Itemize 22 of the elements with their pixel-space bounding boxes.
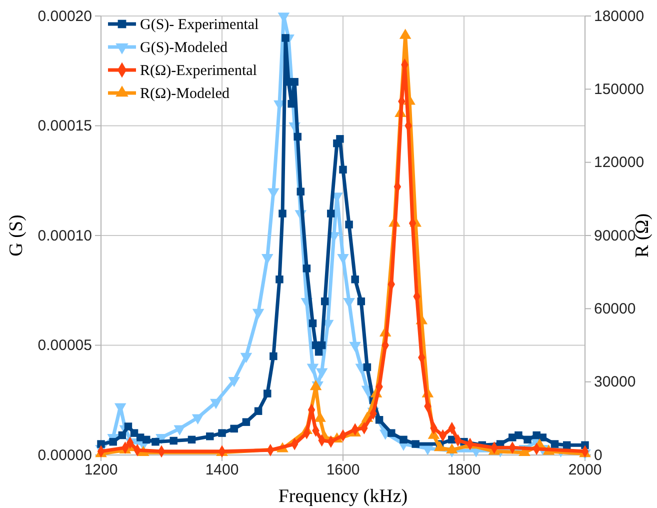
y-tick-label: 0.00005: [38, 337, 92, 354]
legend-label: G(S)-Modeled: [140, 40, 228, 56]
y2-tick-label: 120000: [594, 154, 644, 172]
y-tick-label: 0.00020: [38, 8, 92, 25]
y2-tick-label: 60000: [594, 300, 636, 318]
x-tick-label: 1600: [326, 462, 360, 479]
y-tick-label: 0.00010: [38, 227, 92, 244]
x-axis-title: Frequency (kHz): [278, 486, 408, 507]
x-tick-label: 2000: [568, 462, 602, 479]
y2-tick-label: 150000: [594, 80, 644, 98]
x-tick-label: 1400: [205, 462, 239, 479]
y2-tick-label: 0: [594, 446, 602, 464]
legend-label: R(Ω)-Experimental: [140, 63, 257, 79]
legend-label: R(Ω)-Modeled: [140, 86, 230, 102]
x-tick-label: 1200: [84, 462, 118, 479]
x-tick-label: 1800: [447, 462, 481, 479]
y2-tick-label: 30000: [594, 374, 636, 391]
legend-label: G(S)- Experimental: [140, 17, 259, 33]
y-axis-title: G (S): [6, 214, 27, 256]
y-tick-label: 0.00000: [38, 446, 92, 464]
y2-tick-label: 180000: [594, 8, 644, 25]
y-tick-label: 0.00015: [38, 118, 92, 135]
